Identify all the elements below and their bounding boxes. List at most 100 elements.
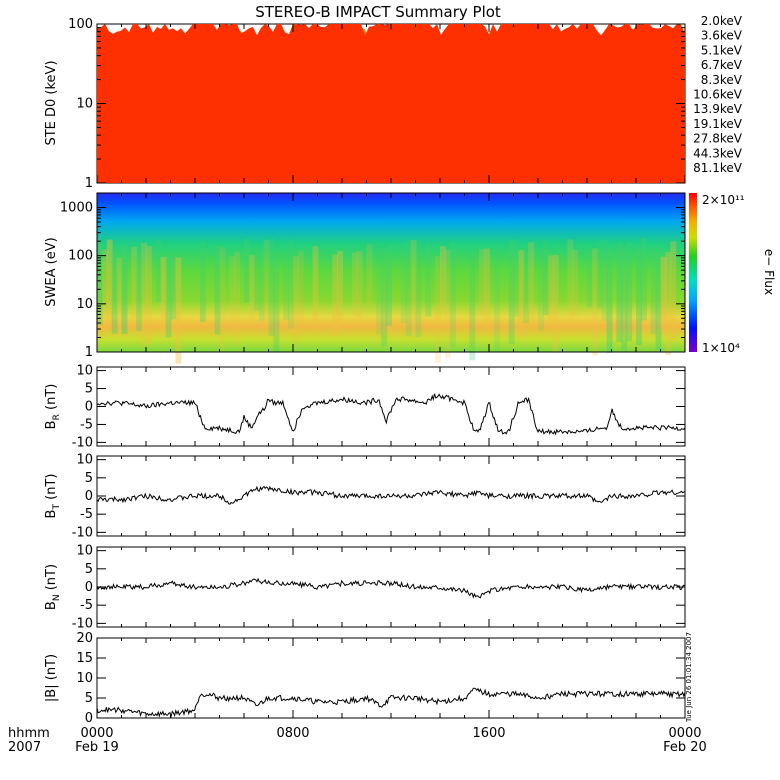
swea-stripe [101, 249, 108, 331]
swea-stripe [606, 248, 613, 353]
swea-stripe [356, 251, 363, 319]
bt-ytick-label: 10 [76, 453, 93, 468]
ste-legend-3.6keV: 3.6keV [701, 29, 743, 43]
ste-legend-44.3keV: 44.3keV [693, 146, 743, 160]
swea-stripe [175, 257, 182, 364]
bmag-ylabel: |B| (nT) [44, 654, 59, 702]
ste-ytick-label: 1 [85, 176, 93, 191]
br-trace [96, 393, 686, 436]
swea-stripe [591, 248, 598, 356]
time-tick-label: 0000 [668, 726, 701, 741]
bt-ytick-label: 0 [85, 489, 93, 504]
colorbar-label: e− Flux [762, 249, 776, 295]
bmag-ytick-label: 0 [85, 711, 93, 726]
br-ytick-label: -5 [80, 417, 93, 432]
swea-ytick-label: 1000 [60, 200, 93, 215]
generated-timestamp: Tue Jun 26 01:01:34 2007 [685, 632, 693, 723]
bn-ytick-label: -5 [80, 598, 93, 613]
swea-stripe [146, 246, 152, 344]
ste-legend-5.1keV: 5.1keV [701, 43, 743, 57]
ste-ytick-label: 10 [76, 97, 93, 112]
swea-stripe [258, 253, 265, 321]
ste-legend-19.1keV: 19.1keV [693, 117, 743, 131]
swea-stripe [538, 247, 544, 331]
swea-stripe [410, 240, 417, 321]
colorbar-max: 2×10¹¹ [702, 193, 745, 207]
swea-stripe [484, 248, 490, 335]
swea-stripe [640, 238, 647, 321]
bmag-frame [96, 637, 686, 719]
br-ytick-label: 10 [76, 364, 93, 379]
swea-stripe [469, 252, 476, 361]
br-ytick-label: -10 [72, 435, 93, 450]
swea-stripe [273, 256, 280, 353]
time-date-label: Feb 20 [663, 740, 707, 755]
swea-stripe [244, 238, 250, 303]
swea-stripe [234, 251, 241, 345]
bt-trace [96, 485, 686, 505]
br-ytick-label: 0 [85, 400, 93, 415]
swea-stripe [381, 256, 388, 347]
bt-ytick-label: 5 [85, 471, 93, 486]
swea-stripe [131, 246, 138, 319]
swea-stripe [219, 247, 226, 351]
swea-stripe [141, 242, 147, 347]
ste-legend-13.9keV: 13.9keV [693, 102, 743, 116]
swea-ylabel: SWEA (eV) [44, 237, 59, 306]
bmag-ytick-label: 15 [76, 651, 93, 666]
swea-stripe [621, 247, 628, 351]
bn-panel: 10 5 0 -5 -10 BN (nT) [44, 544, 686, 631]
ste-legend-2.0keV: 2.0keV [701, 14, 743, 28]
ste-legend-27.8keV: 27.8keV [693, 132, 743, 146]
bt-ytick-label: -5 [80, 507, 93, 522]
br-ytick-label: 5 [85, 382, 93, 397]
swea-stripe [351, 252, 358, 316]
swea-stripe [366, 244, 373, 306]
swea-stripe [253, 247, 260, 311]
swea-stripes [97, 238, 677, 364]
swea-stripe [248, 254, 255, 323]
time-tick-label: 0000 [80, 726, 113, 741]
swea-stripe [116, 257, 123, 324]
swea-stripe [513, 239, 520, 317]
swea-stripe [616, 243, 623, 343]
bn-ytick-label: 0 [85, 580, 93, 595]
swea-stripe [626, 242, 633, 342]
ste-bands [97, 24, 685, 183]
swea-stripe [263, 239, 270, 320]
swea-stripe [479, 249, 486, 316]
swea-stripe [587, 244, 593, 308]
swea-stripe [111, 249, 118, 334]
swea-stripe [542, 239, 549, 316]
time-row2-label: 2007 [8, 740, 41, 755]
swea-stripe [332, 254, 339, 337]
swea-stripe [440, 246, 446, 311]
swea-stripe [121, 246, 128, 334]
ste-band-81.1keV [97, 24, 685, 183]
swea-stripe [214, 245, 221, 335]
swea-stripe [155, 239, 162, 303]
br-panel: 10 5 0 -5 -10 BR (nT) [44, 364, 686, 450]
bn-ylabel: BN (nT) [44, 564, 62, 610]
swea-stripe [596, 240, 603, 309]
swea-stripe [312, 246, 319, 332]
swea-colorbar [689, 193, 697, 352]
bn-ytick-label: -10 [72, 616, 93, 631]
swea-stripe [297, 251, 304, 337]
ste-legend-81.1keV: 81.1keV [693, 161, 743, 175]
swea-stripe [376, 241, 383, 335]
bn-trace [96, 577, 686, 599]
swea-stripe [400, 243, 407, 324]
swea-stripe [528, 242, 535, 332]
swea-stripe [229, 255, 236, 330]
swea-stripe [660, 256, 667, 329]
bt-frame [96, 455, 686, 537]
swea-stripe [493, 245, 500, 352]
bmag-ytick-label: 10 [76, 671, 93, 686]
ste-legend-10.6keV: 10.6keV [693, 88, 743, 102]
swea-stripe [165, 254, 172, 338]
bt-panel: 10 5 0 -5 -10 BT (nT) [44, 453, 686, 540]
swea-stripe [670, 241, 677, 342]
